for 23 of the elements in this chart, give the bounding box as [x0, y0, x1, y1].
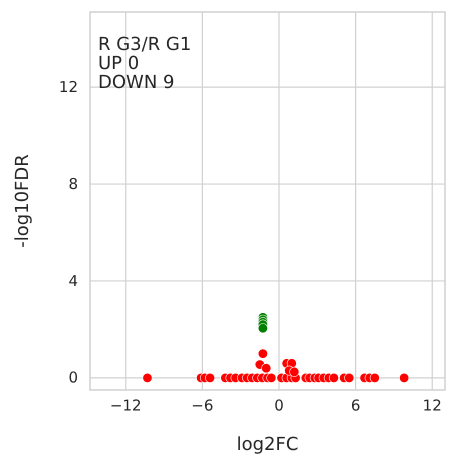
y-tick-label: 12 [58, 78, 78, 96]
point [399, 372, 410, 383]
point [370, 372, 380, 383]
x-tick-label: 6 [350, 396, 360, 415]
point [266, 372, 276, 383]
point [258, 348, 268, 359]
point [142, 372, 152, 383]
y-tick-label: 4 [68, 272, 78, 290]
point [258, 323, 268, 334]
x-tick-label: 0 [274, 396, 284, 415]
point [205, 372, 216, 383]
point [328, 372, 339, 383]
y-tick-label: 0 [68, 368, 78, 387]
point [289, 366, 300, 377]
point [344, 372, 354, 383]
point [261, 363, 272, 374]
x-axis-title: log2FC [236, 434, 298, 455]
x-tick-label: −6 [191, 396, 214, 415]
y-tick-label: 8 [68, 174, 78, 193]
x-tick-label: −12 [110, 396, 142, 415]
y-axis-title: -log10FDR [12, 154, 33, 248]
annotation: R G3/R G1 UP 0 DOWN 9 [98, 34, 192, 93]
x-tick-label: 12 [422, 396, 442, 415]
